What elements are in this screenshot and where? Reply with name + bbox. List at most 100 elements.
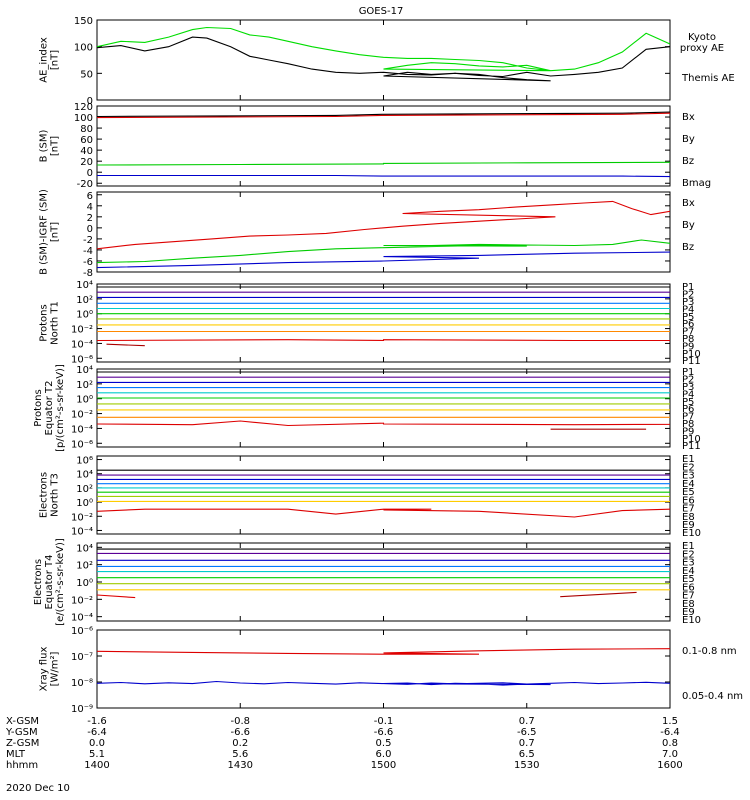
y-tick-label: 10² xyxy=(76,380,93,391)
y-tick-label: 10⁻² xyxy=(71,595,93,606)
legend-label: P11 xyxy=(682,356,701,367)
legend-label: 0.1-0.8 nm xyxy=(682,646,737,657)
legend-label: Bmag xyxy=(682,178,711,189)
legend-label: By xyxy=(682,220,695,231)
y-axis-label: Xray flux xyxy=(39,647,50,692)
ephemeris-row-label: MLT xyxy=(6,749,26,760)
ephemeris-value: 6.0 xyxy=(376,749,392,760)
ephemeris-value: -6.6 xyxy=(230,727,250,738)
legend-label: P7 xyxy=(682,327,694,338)
ephemeris-row-label: Z-GSM xyxy=(6,738,39,749)
ephemeris-value: 0.5 xyxy=(376,738,392,749)
ephemeris-value: 6.5 xyxy=(519,749,535,760)
legend-label: E9 xyxy=(682,607,695,618)
legend-label: E7 xyxy=(682,504,695,515)
legend-label: P3 xyxy=(682,297,694,308)
series-0-1-0-8-nm xyxy=(97,648,670,655)
y-axis-label: [nT] xyxy=(50,222,61,242)
panel-frame xyxy=(96,283,671,363)
legend-label: E2 xyxy=(682,462,695,473)
y-tick-label: 10⁻² xyxy=(71,410,93,421)
legend-label: P7 xyxy=(682,412,694,423)
ephemeris-value: 1430 xyxy=(228,760,253,771)
y-axis-label: [nT] xyxy=(50,136,61,156)
y-tick-label: 10⁻⁶ xyxy=(71,439,93,450)
ephemeris-value: 1500 xyxy=(371,760,396,771)
panel-xray: 10⁻⁶ 10⁻⁷ 10⁻⁸ 10⁻⁹ Xray flux [W/m²] 0.1-0.8 n… xyxy=(39,626,744,715)
series-e9 xyxy=(97,508,670,518)
legend-label: Kyoto xyxy=(688,32,716,43)
series-kyoto-proxy-ae xyxy=(97,26,670,72)
ephemeris-value: 0.8 xyxy=(662,738,678,749)
y-axis-label: Protons xyxy=(33,389,44,426)
legend-label: E9 xyxy=(682,520,695,531)
legend-label: E10 xyxy=(682,615,701,626)
series-bx xyxy=(97,174,670,178)
ephemeris-value: -6.4 xyxy=(87,727,107,738)
series-bz xyxy=(97,197,670,250)
series-themis-ae xyxy=(97,36,670,82)
legend-label: E1 xyxy=(682,541,695,552)
plot-title: GOES-17 xyxy=(359,6,404,17)
panel-frame xyxy=(96,455,671,535)
y-tick-label: 10² xyxy=(76,484,93,495)
legend-label: 0.05-0.4 nm xyxy=(682,691,743,702)
panel-frame xyxy=(96,368,671,448)
y-tick-label: 50 xyxy=(80,69,93,80)
legend-label: P4 xyxy=(682,389,694,400)
y-tick-label: -8 xyxy=(83,268,93,279)
y-tick-label: 10⁴ xyxy=(76,543,93,554)
y-axis-label: [nT] xyxy=(50,50,61,70)
legend-label: E8 xyxy=(682,599,695,610)
y-axis-label: [W/m²] xyxy=(50,651,61,686)
legend-label: Bz xyxy=(682,242,694,253)
legend-label: P8 xyxy=(682,334,694,345)
y-tick-label: 10⁰ xyxy=(76,310,93,321)
ephemeris-value: -1.6 xyxy=(87,716,107,727)
y-tick-label: 10² xyxy=(76,561,93,572)
legend-label: E4 xyxy=(682,479,695,490)
y-tick-label: 10⁴ xyxy=(76,365,93,376)
y-tick-label: 150 xyxy=(74,16,93,27)
ephemeris-value: -6.6 xyxy=(374,727,394,738)
legend-label: P1 xyxy=(682,367,694,378)
series-p10 xyxy=(97,339,670,342)
ephemeris-value: 1400 xyxy=(84,760,109,771)
y-tick-label: 6 xyxy=(87,191,93,202)
y-tick-label: 100 xyxy=(74,43,93,54)
series-p10 xyxy=(97,420,670,427)
y-tick-label: 100 xyxy=(74,113,93,124)
panel-frame xyxy=(96,19,671,101)
y-tick-label: 0 xyxy=(87,224,93,235)
y-tick-label: 10⁶ xyxy=(76,456,93,467)
legend-label: P3 xyxy=(682,382,694,393)
legend-label: E6 xyxy=(682,582,695,593)
legend-label: P9 xyxy=(682,426,694,437)
y-tick-label: 4 xyxy=(87,202,93,213)
y-axis-label: B (SM)-IGRF (SM) xyxy=(39,189,50,275)
y-tick-label: 40 xyxy=(80,146,93,157)
y-axis-label: [p/(cm²-s-sr-keV)] xyxy=(55,364,66,452)
y-axis-label: Equator T2 xyxy=(44,381,55,436)
legend-label: P5 xyxy=(682,397,694,408)
series-bmag xyxy=(97,111,670,118)
y-tick-label: -6 xyxy=(83,257,93,268)
y-tick-label: 10⁻² xyxy=(71,325,93,336)
y-tick-label: 120 xyxy=(74,102,93,113)
y-tick-label: -2 xyxy=(83,235,93,246)
date-label: 2020 Dec 10 xyxy=(6,783,70,794)
x-axis-ephemeris: X-GSM -1.6 -0.8 -0.1 0.7 1.5 Y-GSM -6.4 -6.6 -6.6… xyxy=(5,716,683,771)
y-tick-label: 60 xyxy=(80,135,93,146)
legend-label: P8 xyxy=(682,419,694,430)
y-tick-label: 10⁰ xyxy=(76,395,93,406)
y-tick-label: 10⁻⁴ xyxy=(71,339,93,350)
ephemeris-row-label: hhmm xyxy=(6,760,38,771)
legend-label: P6 xyxy=(682,319,694,330)
ephemeris-value: 0.7 xyxy=(519,738,535,749)
series-by xyxy=(97,239,670,264)
y-tick-label: 80 xyxy=(80,124,93,135)
ephemeris-value: 0.7 xyxy=(519,716,535,727)
